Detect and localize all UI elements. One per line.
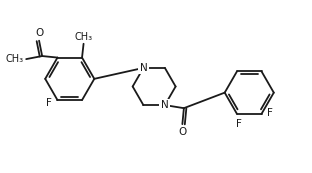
Text: F: F bbox=[267, 108, 273, 118]
Text: N: N bbox=[139, 63, 147, 73]
Text: F: F bbox=[46, 98, 52, 108]
Text: F: F bbox=[236, 119, 241, 129]
Text: CH₃: CH₃ bbox=[75, 32, 93, 42]
Text: CH₃: CH₃ bbox=[6, 54, 24, 64]
Text: O: O bbox=[35, 28, 43, 38]
Text: N: N bbox=[161, 100, 169, 110]
Text: O: O bbox=[178, 127, 187, 137]
